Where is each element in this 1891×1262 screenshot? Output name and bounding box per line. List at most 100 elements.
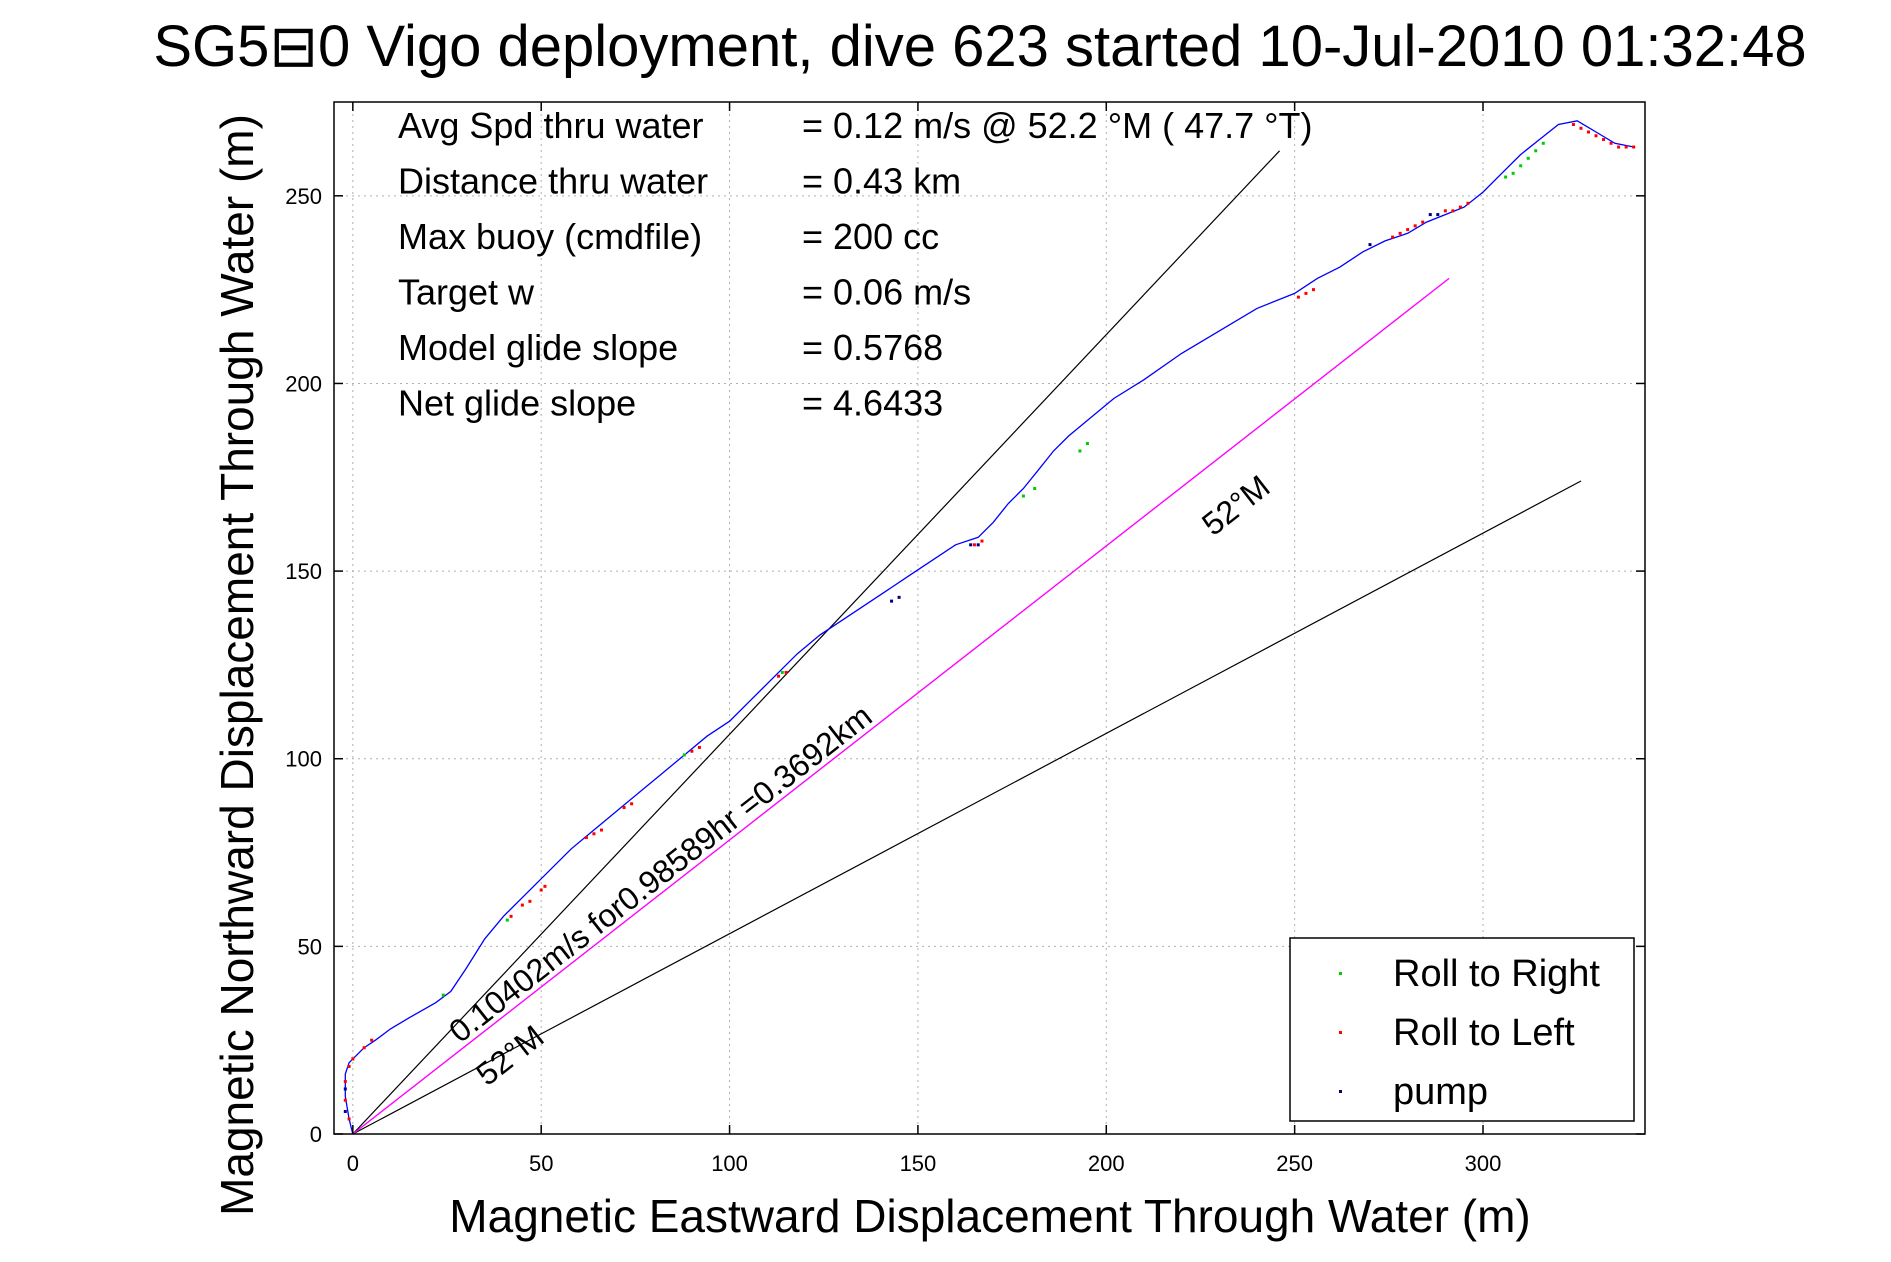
legend-marker <box>1339 1090 1342 1093</box>
roll-left-marker <box>343 1098 347 1102</box>
current-line <box>352 277 1450 1135</box>
heading-reference-line <box>352 150 1281 1135</box>
x-tick-label: 100 <box>711 1151 748 1176</box>
roll-left-marker <box>1609 141 1613 145</box>
dive-track <box>344 120 1634 1135</box>
roll-left-marker <box>1579 126 1583 130</box>
roll-left-marker <box>539 888 543 892</box>
y-axis-ticks: 0 50 100 150 200 250 <box>285 184 1645 1147</box>
pump-marker <box>1428 213 1432 217</box>
reference-lines <box>352 150 1582 1135</box>
track-markers <box>343 123 1636 1121</box>
legend-entry: Roll to Left <box>1393 1012 1575 1054</box>
stat-label: Max buoy (cmdfile) <box>398 216 702 257</box>
stat-label: Model glide slope <box>398 327 678 368</box>
roll-left-marker <box>784 670 788 674</box>
roll-left-marker <box>1617 145 1621 149</box>
stat-value: = 200 cc <box>802 216 939 257</box>
stat-value: = 0.12 m/s @ 52.2 °M ( 47.7 °T) <box>802 105 1313 146</box>
y-tick-label: 150 <box>285 559 322 584</box>
roll-right-marker <box>1519 164 1523 168</box>
roll-left-marker <box>1632 145 1636 149</box>
pump-marker <box>1436 213 1440 217</box>
stat-label: Distance thru water <box>398 161 708 202</box>
roll-left-marker <box>362 1046 366 1050</box>
roll-left-marker <box>980 539 984 543</box>
roll-left-marker <box>1594 134 1598 138</box>
roll-left-marker <box>1602 138 1606 142</box>
roll-right-marker <box>441 993 445 997</box>
roll-left-marker <box>972 543 976 547</box>
stat-label: Target w <box>398 272 535 313</box>
legend-box <box>1289 937 1635 1122</box>
roll-left-marker <box>1304 291 1308 295</box>
legend: Roll to Right Roll to Left pump <box>1289 937 1635 1122</box>
chart-title: SG5⊟0 Vigo deployment, dive 623 started … <box>153 14 1806 79</box>
plot-frame <box>333 101 1646 1135</box>
roll-right-marker <box>1534 149 1538 153</box>
roll-right-marker <box>1021 494 1025 498</box>
pump-marker <box>890 599 894 603</box>
roll-right-marker <box>780 670 784 674</box>
x-tick-label: 0 <box>347 1151 359 1176</box>
roll-left-marker <box>697 745 701 749</box>
legend-marker <box>1339 972 1342 975</box>
stat-value: = 4.6433 <box>802 383 943 424</box>
x-tick-label: 250 <box>1276 1151 1313 1176</box>
roll-left-marker <box>1586 130 1590 134</box>
pump-marker <box>976 543 980 547</box>
roll-left-marker <box>1624 145 1628 149</box>
roll-left-marker <box>592 832 596 836</box>
pump-marker <box>969 543 973 547</box>
stat-label: Net glide slope <box>398 383 636 424</box>
roll-left-marker <box>347 1064 351 1068</box>
y-axis-label: Magnetic Northward Displacement Through … <box>211 114 263 1216</box>
roll-right-marker <box>1085 441 1089 445</box>
roll-left-marker <box>777 674 781 678</box>
roll-left-marker <box>1406 228 1410 232</box>
x-tick-label: 300 <box>1465 1151 1502 1176</box>
roll-left-marker <box>690 749 694 753</box>
roll-left-marker <box>520 903 524 907</box>
y-tick-label: 100 <box>285 747 322 772</box>
legend-entry: pump <box>1393 1071 1488 1113</box>
legend-marker <box>1339 1031 1342 1034</box>
roll-left-marker <box>370 1038 374 1042</box>
x-tick-label: 200 <box>1088 1151 1125 1176</box>
roll-right-marker <box>1541 141 1545 145</box>
roll-right-marker <box>1504 175 1508 179</box>
roll-left-marker <box>1398 231 1402 235</box>
roll-right-marker <box>1078 449 1082 453</box>
y-tick-label: 50 <box>298 934 322 959</box>
roll-left-marker <box>351 1057 355 1061</box>
x-tick-label: 50 <box>529 1151 553 1176</box>
roll-left-marker <box>1296 295 1300 299</box>
legend-entry: Roll to Right <box>1393 953 1600 995</box>
y-tick-label: 0 <box>310 1122 322 1147</box>
roll-left-marker <box>1458 205 1462 209</box>
roll-right-marker <box>1526 156 1530 160</box>
dive-stats: Avg Spd thru water = 0.12 m/s @ 52.2 °M (… <box>398 105 1313 424</box>
y-tick-label: 250 <box>285 184 322 209</box>
roll-left-marker <box>599 828 603 832</box>
roll-left-marker <box>630 802 634 806</box>
stat-value: = 0.43 km <box>802 161 961 202</box>
current-annotation: 0.10402m/s for0.98589hr =0.3692km <box>442 698 878 1050</box>
y-tick-label: 200 <box>285 371 322 396</box>
roll-right-marker <box>682 753 686 757</box>
pump-marker <box>1368 243 1372 247</box>
stat-value: = 0.06 m/s <box>802 272 971 313</box>
roll-left-marker <box>509 914 513 918</box>
roll-left-marker <box>343 1079 347 1083</box>
roll-left-marker <box>347 1117 351 1121</box>
roll-right-marker <box>1033 487 1037 491</box>
roll-left-marker <box>1466 201 1470 205</box>
roll-left-marker <box>543 884 547 888</box>
roll-left-marker <box>1413 224 1417 228</box>
roll-left-marker <box>1451 209 1455 213</box>
x-axis-label: Magnetic Eastward Displacement Through W… <box>449 1190 1530 1242</box>
stat-label: Avg Spd thru water <box>398 105 704 146</box>
roll-right-marker <box>505 918 509 922</box>
roll-left-marker <box>528 899 532 903</box>
